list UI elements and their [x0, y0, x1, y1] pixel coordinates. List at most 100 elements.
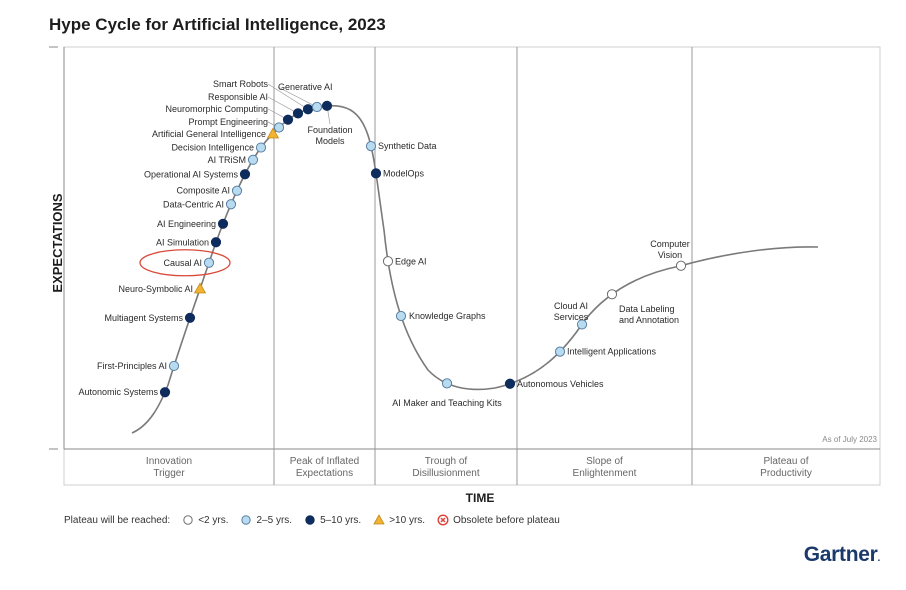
legend-label: Obsolete before plateau — [453, 514, 560, 526]
point-first-principles-ai[interactable]: First-Principles AI — [97, 360, 180, 372]
marker-circle — [203, 257, 215, 268]
legend: Plateau will be reached: <2 yrs. 2–5 yrs.… — [64, 514, 560, 526]
point-ai-maker-and-teaching-kits[interactable]: AI Maker and Teaching Kits — [392, 378, 502, 408]
point-label: AI TRiSM — [208, 155, 246, 165]
marker-circle — [217, 218, 229, 229]
point-decision-intelligence[interactable]: Decision Intelligence — [171, 142, 267, 153]
triangle-icon — [373, 514, 385, 525]
point-label: First-Principles AI — [97, 361, 167, 371]
point-label: Cloud AI Services — [554, 301, 589, 322]
point-autonomous-vehicles[interactable]: Autonomous Vehicles — [504, 378, 604, 389]
point-label: AI Engineering — [157, 219, 216, 229]
marker-circle — [247, 154, 259, 165]
circle-icon — [241, 515, 252, 525]
point-label: Artificial General Intelligence — [152, 129, 266, 139]
point-label: AI Maker and Teaching Kits — [392, 398, 502, 408]
phase-label-slope-of-enlightenment: Slope of Enlightenment — [573, 456, 637, 479]
hype-curve — [131, 104, 819, 434]
point-foundation-models[interactable]: Foundation Models — [307, 100, 353, 146]
point-autonomic-systems[interactable]: Autonomic Systems — [78, 387, 171, 398]
legend-label: <2 yrs. — [198, 514, 229, 526]
point-responsible-ai[interactable]: Responsible AI — [208, 92, 304, 119]
point-label: Data Labeling and Annotation — [619, 304, 679, 325]
highlight-ellipse — [139, 249, 231, 277]
marker-circle — [504, 378, 516, 389]
point-ai-simulation[interactable]: AI Simulation — [156, 237, 222, 248]
marker-circle — [282, 114, 294, 125]
plot-frame: Innovation Trigger Peak of Inflated Expecta… — [49, 46, 881, 486]
point-neuromorphic-computing[interactable]: Neuromorphic Computing — [165, 104, 294, 125]
point-label: Foundation Models — [307, 125, 352, 146]
marker-circle — [302, 104, 314, 115]
hype-cycle-chart: Innovation Trigger Peak of Inflated Expecta… — [49, 46, 881, 505]
point-label: AI Simulation — [156, 237, 209, 247]
point-label: Neuro-Symbolic AI — [118, 284, 193, 294]
marker-triangle — [266, 127, 280, 139]
marker-circle — [606, 289, 618, 300]
point-prompt-engineering[interactable]: Prompt Engineering — [188, 117, 285, 133]
point-edge-ai[interactable]: Edge AI — [382, 256, 427, 267]
point-operational-ai-systems[interactable]: Operational AI Systems — [144, 169, 251, 180]
point-intelligent-applications[interactable]: Intelligent Applications — [554, 346, 657, 357]
point-data-labeling-and-annotation[interactable]: Data Labeling and Annotation — [606, 289, 679, 325]
point-synthetic-data[interactable]: Synthetic Data — [365, 140, 437, 152]
point-label: Responsible AI — [208, 92, 268, 102]
point-label: Computer Vision — [650, 239, 690, 260]
axis-labels: EXPECTATIONS TIME — [50, 193, 494, 505]
marker-circle — [370, 168, 382, 179]
point-label: Operational AI Systems — [144, 169, 239, 179]
point-label: Smart Robots — [213, 79, 269, 89]
point-artificial-general-intelligence[interactable]: Artificial General Intelligence — [152, 127, 280, 139]
point-label: Autonomous Vehicles — [517, 379, 604, 389]
marker-circle — [184, 312, 196, 323]
leader-line — [267, 96, 299, 114]
marker-circle — [321, 100, 333, 111]
point-knowledge-graphs[interactable]: Knowledge Graphs — [395, 310, 486, 322]
point-cloud-ai-services[interactable]: Cloud AI Services — [554, 301, 589, 330]
point-composite-ai[interactable]: Composite AI — [176, 185, 243, 196]
phase-label-plateau-of-productivity: Plateau of Productivity — [760, 456, 812, 479]
marker-circle — [239, 169, 251, 180]
point-data-centric-ai[interactable]: Data-Centric AI — [163, 199, 237, 210]
marker-circle — [210, 237, 222, 248]
point-neuro-symbolic-ai[interactable]: Neuro-Symbolic AI — [118, 282, 207, 294]
y-axis-title: EXPECTATIONS — [50, 193, 65, 293]
point-label: ModelOps — [383, 168, 425, 178]
point-smart-robots[interactable]: Smart Robots — [213, 79, 314, 115]
point-label: Generative AI — [278, 82, 333, 92]
marker-circle — [255, 142, 267, 153]
leader-line — [267, 83, 309, 110]
marker-circle — [311, 101, 323, 113]
point-causal-ai[interactable]: Causal AI — [139, 249, 231, 277]
legend-item-y2_5: 2–5 yrs. — [240, 514, 292, 526]
point-label: Knowledge Graphs — [409, 311, 486, 321]
point-generative-ai[interactable]: Generative AI — [277, 82, 333, 113]
legend-item-obsolete: Obsolete before plateau — [437, 514, 560, 526]
point-label: Neuromorphic Computing — [165, 104, 268, 114]
marker-circle — [365, 140, 377, 152]
point-label: Prompt Engineering — [188, 117, 268, 127]
point-label: Edge AI — [395, 256, 427, 266]
marker-circle — [576, 319, 588, 330]
point-ai-trism[interactable]: AI TRiSM — [208, 154, 259, 165]
legend-item-gt10: >10 yrs. — [373, 514, 425, 526]
point-multiagent-systems[interactable]: Multiagent Systems — [104, 312, 196, 323]
point-label: Intelligent Applications — [567, 347, 657, 357]
point-computer-vision[interactable]: Computer Vision — [650, 239, 690, 271]
marker-triangle — [193, 282, 207, 294]
chart-title: Hype Cycle for Artificial Intelligence, … — [49, 15, 386, 34]
phase-label-trough-of-disillusionment: Trough of Disillusionment — [412, 456, 479, 479]
point-ai-engineering[interactable]: AI Engineering — [157, 218, 229, 229]
point-modelops[interactable]: ModelOps — [370, 168, 425, 179]
legend-label: >10 yrs. — [389, 514, 426, 526]
circle-icon — [183, 515, 193, 525]
x-circle-icon — [437, 514, 449, 526]
marker-circle — [159, 387, 171, 398]
point-label: Autonomic Systems — [78, 387, 158, 397]
as-of-date: As of July 2023 — [822, 435, 877, 444]
marker-circle — [225, 199, 237, 210]
marker-circle — [395, 310, 407, 322]
marker-circle — [675, 260, 687, 271]
gartner-logo: Gartner. — [804, 543, 881, 567]
legend-item-y5_10: 5–10 yrs. — [304, 514, 361, 526]
